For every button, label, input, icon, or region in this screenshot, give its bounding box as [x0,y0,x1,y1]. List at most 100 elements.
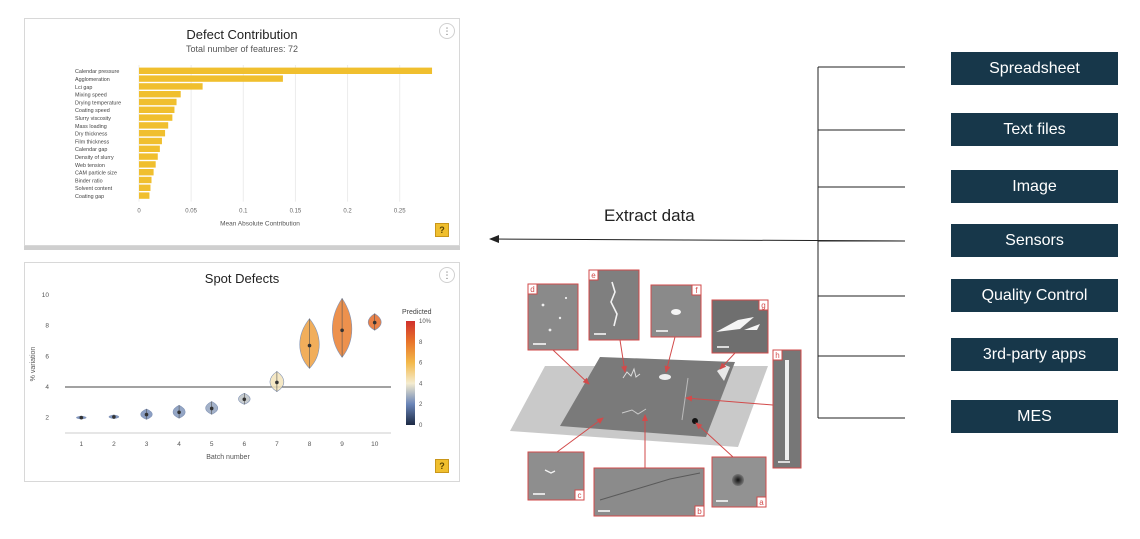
x-tick-label: 0.05 [185,209,197,215]
colorbar-title: Predicted [402,309,432,316]
category-label: Web tension [75,163,105,169]
bar [139,145,160,152]
category-label: Lci gap [75,85,92,91]
image-label: e [591,271,596,280]
extract-data-arrow [489,235,906,244]
source-mes: MES [951,400,1118,433]
y-tick-label: 10 [42,292,50,299]
x-tick-label: 0.25 [394,209,406,215]
bar [139,153,158,160]
bar [139,98,177,106]
spot-defects-title: Spot Defects [204,271,280,286]
defect-contribution-panel: Defect Contribution Total number of feat… [24,18,460,246]
image-label: d [530,285,534,294]
colorbar [406,321,415,425]
x-tick-label: 2 [112,441,116,448]
bar [139,137,162,145]
bar [139,130,166,137]
violin-median-point [144,412,149,417]
x-tick-label: 7 [275,441,279,448]
violin-median-point [275,380,279,385]
bar [139,114,173,121]
category-label: Calendar pressure [75,69,119,75]
defect-contribution-subtitle: Total number of features: 72 [185,44,299,54]
electrode-sheet [510,357,768,447]
colorbar-tick-label: 10% [419,319,432,325]
defect-image-g: g [711,299,769,354]
category-label: Slurry viscosity [75,116,111,122]
defect-contribution-title: Defect Contribution [186,27,298,42]
x-tick-label: 9 [340,441,344,448]
defect-image-d: d [527,283,579,351]
bar [139,192,150,199]
source-sensors: Sensors [951,224,1118,257]
bar [139,184,151,191]
bar [139,67,433,74]
x-tick-label: 0.2 [343,209,352,215]
bar [139,75,283,82]
violin-median-point [340,328,344,333]
x-tick-label: 0.1 [239,209,248,215]
spot-defects-panel: Spot Defects ⋮ 2 4 6 8 10 % variation 1 2 3 4 5 6 7 8… [24,262,460,482]
colorbar-tick-label: 6 [419,361,423,367]
x-tick-label: 1 [79,441,83,448]
bar [139,91,181,98]
defect-image-a: a [711,456,767,508]
y-tick-label: 8 [45,323,49,330]
violin-median-point [79,415,84,420]
y-tick-label: 4 [45,384,49,391]
more-options-icon[interactable]: ⋮ [439,23,455,39]
y-axis-label: % variation [30,347,37,382]
violin-median-point [112,415,116,419]
violin-median-point [307,343,312,348]
help-button[interactable]: ? [435,459,449,473]
panel-divider[interactable] [24,246,460,250]
category-label: Dry thickness [75,132,108,138]
violin-median-point [177,410,181,415]
defect-image-b: b [593,467,705,517]
colorbar-tick-label: 4 [419,381,423,387]
image-label: h [775,351,779,360]
x-tick-label: 6 [242,441,246,448]
violin-median-point [372,320,377,325]
more-options-icon[interactable]: ⋮ [439,267,455,283]
category-label: Calendar gap [75,147,107,153]
x-tick-label: 0.15 [290,209,302,215]
bar [139,161,156,168]
callout-lines [552,336,774,468]
x-tick-label: 5 [210,441,214,448]
defect-contribution-chart: 0 0.05 0.1 0.15 0.2 0.25 Calendar pressure Aggl… [75,65,433,228]
category-label: Coating speed [75,108,110,114]
source-bracket [817,66,905,419]
colorbar-tick-label: 2 [419,402,423,408]
violin-median-point [209,406,214,411]
bar [139,176,152,184]
image-label: g [761,301,765,310]
bar [139,106,175,113]
image-label: a [759,498,764,507]
source-quality-control: Quality Control [951,279,1118,312]
spot-defects-chart: 2 4 6 8 10 % variation 1 2 3 4 5 6 7 8 9 10 Batch number… [30,292,432,461]
bar [139,83,203,90]
category-label: Mass loading [75,124,107,130]
source-text-files: Text files [951,113,1118,146]
category-label: Solvent content [75,186,113,192]
category-label: CAM particle size [75,171,117,177]
category-label: Film thickness [75,139,109,145]
category-label: Agglomeration [75,77,110,83]
x-axis-label: Batch number [206,454,250,461]
x-tick-label: 4 [177,441,181,448]
extract-data-label: Extract data [604,206,695,225]
source-spreadsheet: Spreadsheet [951,52,1118,85]
category-label: Binder ratio [75,178,103,184]
image-label: f [695,286,698,295]
x-tick-label: 10 [371,441,379,448]
source-3rd-party-apps: 3rd-party apps [951,338,1118,371]
bar [139,169,154,176]
category-label: Density of slurry [75,155,114,161]
bar [139,122,169,129]
defect-image-e: e [588,269,640,341]
help-button[interactable]: ? [435,223,449,237]
y-tick-label: 6 [45,353,49,360]
x-axis-label: Mean Absolute Contribution [220,221,300,228]
